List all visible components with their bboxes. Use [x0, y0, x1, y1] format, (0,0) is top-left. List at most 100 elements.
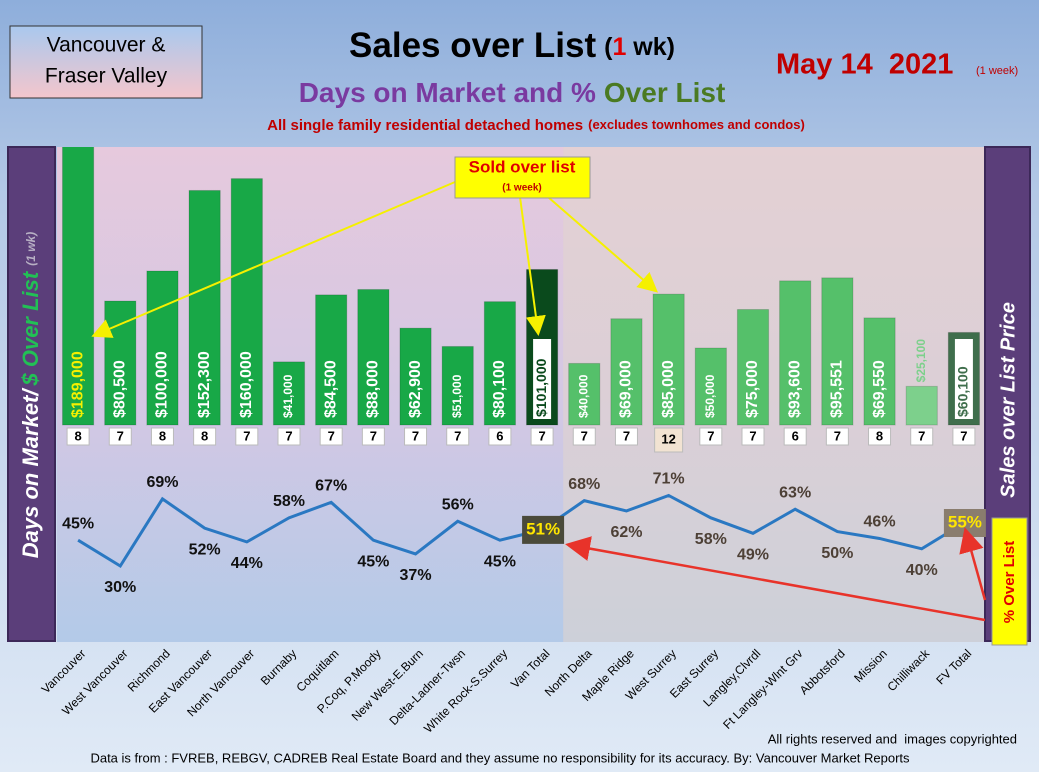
- subtitle-part: Days on Market and %: [299, 77, 596, 108]
- days-label: 12: [661, 431, 675, 446]
- bar: [483, 301, 517, 426]
- arrow: [91, 181, 456, 338]
- days-label: 7: [328, 428, 335, 443]
- title-text: Sales over List: [349, 26, 596, 65]
- days-box: [825, 427, 849, 446]
- footer: All rights reserved and images copyright…: [768, 731, 1017, 746]
- days-box: [108, 427, 132, 446]
- subtitle: Days on Market and % Over List: [299, 77, 726, 108]
- label-box: [522, 515, 565, 544]
- days-label: 7: [370, 428, 377, 443]
- left-label-part: (1 wk): [24, 232, 38, 266]
- bar-value-label: $40,000: [576, 374, 590, 418]
- days-box: [699, 427, 723, 446]
- bar: [736, 309, 770, 426]
- bar: [357, 288, 390, 426]
- bar-value-label: $25,100: [914, 339, 928, 383]
- bar-value-label: $88,000: [365, 360, 382, 418]
- arrow: [959, 527, 987, 601]
- line-value-label: 37%: [400, 567, 432, 584]
- bar-value-label: $69,550: [871, 360, 888, 418]
- label-box: [533, 339, 552, 419]
- line-value-label: 40%: [906, 562, 938, 579]
- annotation: % Over List: [1001, 541, 1018, 624]
- days-label: 8: [159, 428, 166, 443]
- days-label: 7: [285, 428, 292, 443]
- line-value-label: 55%: [948, 512, 982, 531]
- bar-value-label: $75,000: [744, 360, 761, 418]
- arrow: [547, 196, 659, 293]
- days-box: [783, 427, 807, 446]
- days-label: 7: [749, 428, 756, 443]
- line-value-label: 45%: [62, 515, 94, 532]
- days-label: 7: [243, 428, 250, 443]
- bars: [61, 147, 981, 426]
- line-value-label: 68%: [568, 476, 600, 493]
- days-label: 7: [538, 428, 545, 443]
- bar-value-label: $85,000: [660, 360, 677, 418]
- days-box: [361, 427, 385, 446]
- bar: [905, 385, 938, 426]
- days-label: 7: [834, 428, 841, 443]
- days-label: 6: [792, 428, 799, 443]
- days-box: [868, 427, 892, 446]
- chart-title: Sales over List (1 wk): [349, 26, 675, 65]
- subtitle-part: Over List: [604, 77, 725, 108]
- line-value-label: 46%: [864, 514, 896, 531]
- bar: [652, 293, 685, 426]
- days-box: [446, 427, 470, 446]
- days-label: 8: [201, 428, 208, 443]
- line-value-label: 63%: [779, 484, 811, 501]
- bar-value-label: $50,000: [703, 374, 717, 418]
- bar-value-label: $62,900: [407, 360, 424, 418]
- days-label: 7: [412, 428, 419, 443]
- left-label-part: Days on Market/: [18, 387, 43, 559]
- region-label: Vancouver &: [47, 34, 166, 57]
- bar-value-label: $41,000: [281, 374, 295, 418]
- title-suffix: wk): [626, 33, 675, 61]
- line-value-label: 62%: [610, 524, 642, 541]
- days-label: 7: [707, 428, 714, 443]
- title-suffix: 1: [612, 33, 626, 61]
- annotation: Sold over list: [469, 157, 576, 176]
- days-box: [530, 427, 554, 446]
- days-label: 6: [496, 428, 503, 443]
- bar: [568, 362, 601, 426]
- line-value-label: 30%: [104, 579, 136, 596]
- description-part: (excludes townhomes and condos): [588, 117, 805, 132]
- annotation-box: [454, 156, 591, 199]
- days-box: [277, 427, 301, 446]
- bar-value-label: $80,100: [491, 360, 508, 418]
- line-value-label: 71%: [653, 471, 685, 488]
- days-box: [614, 427, 638, 446]
- days-box: [572, 427, 596, 446]
- left-axis-box: [7, 146, 56, 642]
- bar-value-label: $51,000: [450, 374, 464, 418]
- days-box: [235, 427, 259, 446]
- line-value-label: 58%: [695, 531, 727, 548]
- line-value-label: 49%: [737, 547, 769, 564]
- days-label: 7: [581, 428, 588, 443]
- bar-value-label: $80,500: [111, 360, 128, 418]
- days-box: [952, 427, 976, 446]
- bar: [146, 270, 179, 426]
- bar-value-label: $152,300: [196, 351, 213, 418]
- bar: [779, 280, 812, 426]
- bar: [61, 147, 95, 426]
- bar-value-label: $160,000: [238, 351, 255, 418]
- title-suffix: (: [604, 33, 613, 61]
- bar: [188, 189, 221, 426]
- days-box: [488, 427, 512, 446]
- left-axis-label: Days on Market/$ Over List (1 wk): [18, 232, 43, 558]
- bar: [230, 178, 263, 426]
- annotation-note: (1 week): [502, 183, 541, 194]
- line-value-label: 67%: [315, 478, 347, 495]
- bar-value-label: $69,000: [618, 360, 635, 418]
- days-box: [150, 427, 174, 446]
- days-label: 7: [117, 428, 124, 443]
- date-note: (1 week): [976, 65, 1018, 77]
- bar: [315, 294, 348, 426]
- left-label-part: $ Over List: [18, 270, 43, 386]
